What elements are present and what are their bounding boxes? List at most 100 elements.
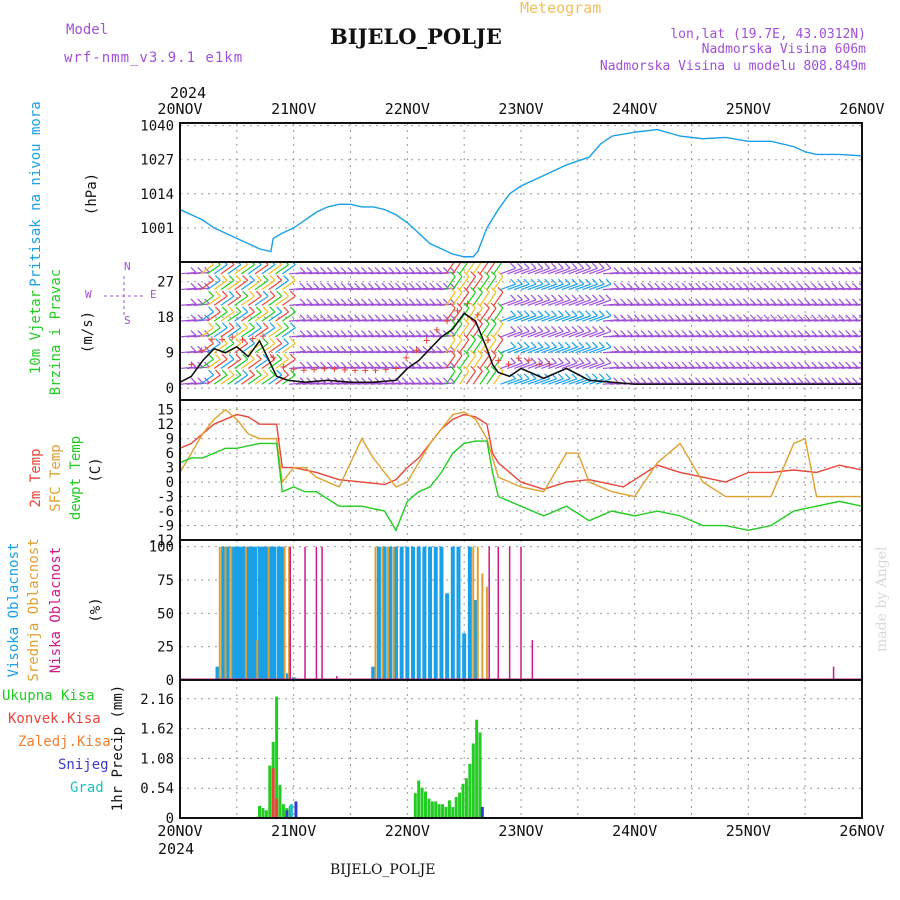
wind-barb-flag bbox=[249, 274, 255, 281]
wind-barb bbox=[268, 311, 283, 322]
wind-barb-flag bbox=[463, 286, 470, 293]
wind-barb bbox=[486, 307, 497, 322]
wind-barb bbox=[541, 299, 557, 306]
wind-barb-flag bbox=[742, 267, 749, 273]
wind-barb-flag bbox=[510, 310, 516, 317]
wind-barb-flag bbox=[640, 345, 647, 352]
wind-barb bbox=[459, 355, 470, 369]
station-title: BIJELO_POLJE bbox=[330, 24, 502, 49]
model-name: wrf-nmm_v3.9.1 e1km bbox=[64, 50, 243, 66]
wind-barb bbox=[507, 267, 523, 275]
y-tick-label: 1.62 bbox=[140, 722, 174, 738]
wind-barb-flag bbox=[866, 331, 871, 336]
wind-barb-flag bbox=[756, 330, 763, 336]
wind-barb-flag bbox=[408, 377, 415, 384]
wind-barb-flag bbox=[749, 361, 756, 368]
wind-barb bbox=[582, 362, 598, 370]
wind-barb bbox=[479, 291, 490, 306]
wind-barb bbox=[861, 367, 862, 369]
wind-barb-flag bbox=[661, 377, 667, 384]
wind-barb-flag bbox=[708, 377, 715, 384]
wind-barb bbox=[459, 307, 470, 322]
wind-barb bbox=[568, 299, 584, 306]
wind-barb bbox=[281, 279, 296, 291]
wind-barb-flag bbox=[571, 326, 578, 332]
wind-barb bbox=[206, 279, 221, 291]
gust-mark bbox=[259, 333, 266, 340]
snijeg-bar bbox=[480, 806, 484, 818]
wind-barb-flag bbox=[422, 345, 429, 352]
wind-barb-flag bbox=[811, 330, 817, 336]
wind-barb-flag bbox=[477, 271, 483, 277]
wind-barb-flag bbox=[333, 330, 340, 336]
wind-barb-flag bbox=[408, 282, 415, 289]
compass-west: W bbox=[85, 288, 92, 301]
wind-barb bbox=[595, 330, 612, 338]
wind-barb-flag bbox=[289, 353, 296, 360]
wind-barb-flag bbox=[436, 314, 442, 321]
wind-barb bbox=[472, 276, 483, 290]
wind-barb bbox=[582, 330, 598, 338]
wind-barb-flag bbox=[255, 274, 262, 281]
wind-barb-flag bbox=[742, 314, 749, 321]
wind-barb-flag bbox=[401, 330, 408, 336]
gust-mark bbox=[362, 367, 369, 374]
gust-mark bbox=[454, 307, 461, 314]
wind-barb-flag bbox=[367, 314, 374, 321]
visoka-oblacnost-bar bbox=[376, 546, 381, 680]
wind-barb-flag bbox=[564, 326, 571, 332]
wind-barb-flag bbox=[613, 345, 620, 352]
wind-barb-flag bbox=[783, 377, 790, 384]
gust-mark bbox=[474, 311, 481, 318]
wind-barb-flag bbox=[667, 377, 674, 384]
wind-barb-flag bbox=[463, 271, 470, 277]
wind-barb-flag bbox=[551, 310, 557, 317]
wind-barb-flag bbox=[591, 341, 598, 348]
wind-barb-flag bbox=[688, 330, 695, 336]
wind-barb bbox=[527, 362, 544, 370]
wind-barb-flag bbox=[408, 267, 415, 273]
wind-barb bbox=[234, 295, 249, 306]
wind-barb-flag bbox=[845, 298, 852, 305]
wind-barb-flag bbox=[620, 330, 627, 336]
wind-barb-flag bbox=[873, 299, 878, 304]
wind-barb bbox=[247, 311, 262, 322]
wind-barb-flag bbox=[530, 341, 537, 348]
wind-barb bbox=[548, 330, 564, 338]
wind-barb bbox=[575, 283, 591, 291]
wind-barb-flag bbox=[667, 345, 674, 352]
wind-barb-flag bbox=[605, 373, 612, 380]
wind-barb bbox=[275, 327, 289, 338]
wind-barb bbox=[513, 362, 530, 370]
ukupna-kisa-bar bbox=[278, 784, 282, 818]
wind-barb bbox=[213, 358, 228, 369]
wind-barb-flag bbox=[804, 361, 811, 368]
gust-mark bbox=[229, 334, 236, 341]
wind-barb bbox=[513, 315, 530, 322]
wind-barb bbox=[261, 295, 276, 306]
wind-barb bbox=[855, 304, 862, 306]
wind-barb-flag bbox=[235, 274, 242, 281]
ukupna-kisa-bar bbox=[478, 732, 482, 818]
wind-barb-flag bbox=[681, 267, 688, 273]
snijeg-bar bbox=[285, 810, 289, 818]
axis-label: 10m Vjetar bbox=[28, 290, 44, 374]
wind-barb bbox=[234, 374, 249, 385]
wind-barb bbox=[268, 343, 283, 354]
wind-barb-flag bbox=[429, 267, 436, 273]
wind-barb-flag bbox=[777, 361, 783, 368]
wind-barb-flag bbox=[214, 338, 221, 344]
wind-barb-flag bbox=[640, 377, 647, 384]
wind-barb bbox=[595, 346, 612, 354]
wind-barb-flag bbox=[401, 345, 408, 352]
wind-barb-flag bbox=[749, 330, 756, 336]
wind-barb-flag bbox=[415, 345, 422, 352]
wind-barb-flag bbox=[688, 377, 695, 384]
wind-barb bbox=[452, 323, 463, 338]
wind-barb-flag bbox=[674, 330, 681, 336]
wind-barb-flag bbox=[551, 294, 557, 301]
wind-barb bbox=[513, 330, 530, 338]
wind-barb-flag bbox=[756, 314, 763, 321]
wind-barb-flag bbox=[742, 345, 749, 352]
wind-barb-flag bbox=[249, 290, 255, 297]
